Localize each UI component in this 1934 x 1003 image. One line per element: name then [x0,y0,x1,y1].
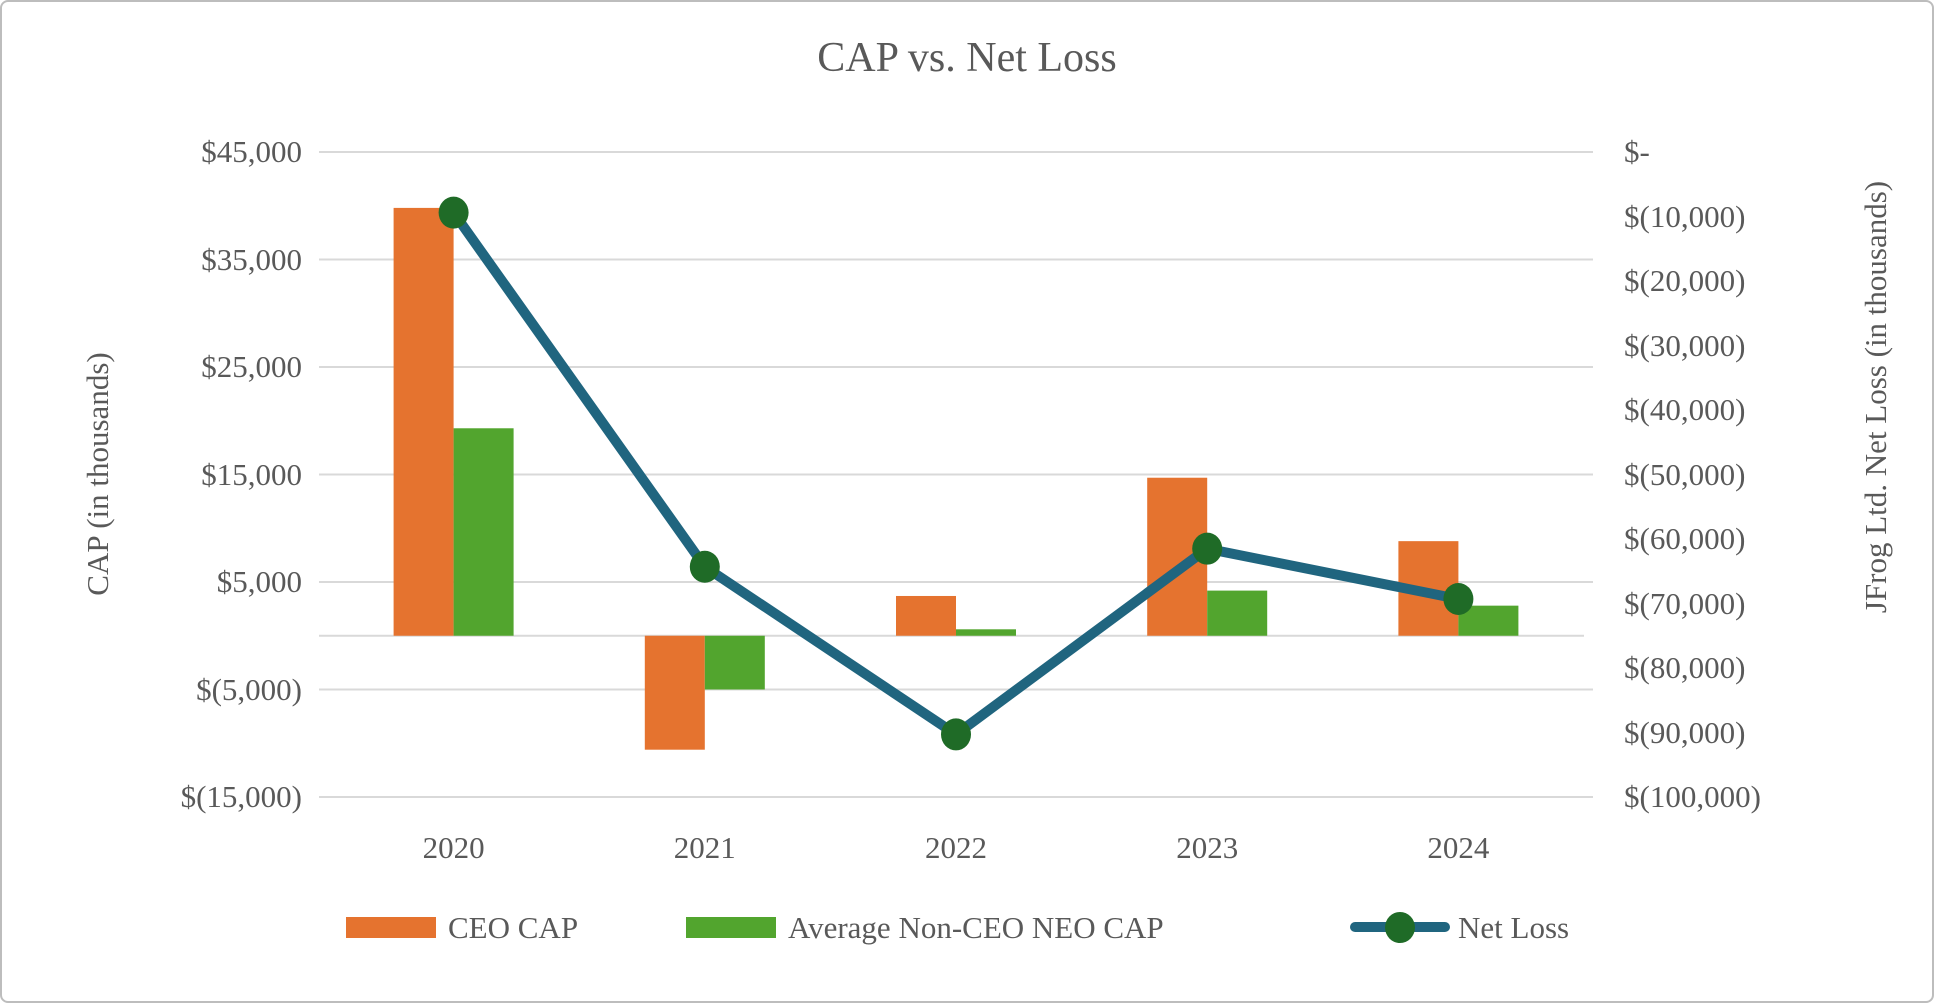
bar [453,428,514,636]
legend-swatch-nonceo-cap [686,917,776,938]
y-left-tick-label: $35,000 [201,241,302,277]
legend-marker-netloss-icon [1385,912,1415,943]
netloss-marker-dot [689,550,720,583]
y-right-tick-label: $- [1624,134,1650,169]
y-right-tick-label: $(20,000) [1624,263,1746,298]
bar [393,207,454,636]
x-tick-label: 2024 [1427,830,1490,865]
bar [1207,590,1268,636]
y-right-tick-label: $(50,000) [1624,456,1746,492]
y-right-tick-label: $(80,000) [1624,650,1746,685]
netloss-marker-dot [438,196,469,229]
y-right-tick-label: $(40,000) [1624,392,1746,427]
netloss-marker-dot [1443,582,1474,615]
bar [956,629,1016,636]
bar [644,635,705,750]
legend-label-nonceo-cap: Average Non-CEO NEO CAP [788,910,1164,945]
x-tick-label: 2023 [1176,830,1239,865]
y-left-tick-label: $45,000 [201,134,302,169]
x-tick-label: 2020 [422,830,485,865]
y-left-tick-label: $(15,000) [180,779,302,814]
netloss-marker-dot [1192,532,1223,565]
y-left-tick-label: $25,000 [201,349,302,384]
bar [896,595,956,636]
legend-label-netloss: Net Loss [1458,910,1570,945]
right-axis-title: JFrog Ltd. Net Loss (in thousands) [1858,180,1893,614]
legend-label-ceo-cap: CEO CAP [448,910,579,945]
y-right-tick-label: $(90,000) [1624,714,1746,750]
bar [704,635,765,690]
y-right-tick-label: $(100,000) [1624,779,1761,814]
y-right-tick-label: $(10,000) [1624,198,1746,234]
y-right-tick-label: $(60,000) [1624,521,1746,556]
netloss-markers [438,196,1474,751]
bar-series-nonceo-cap [453,428,1519,690]
y-left-tick-label: $(5,000) [196,671,302,707]
y-right-tick-label: $(30,000) [1624,327,1746,363]
y-right-tick-label: $(70,000) [1624,585,1746,621]
netloss-marker-dot [941,718,971,751]
legend-swatch-ceo-cap [346,917,436,938]
bar-series-ceo-cap [393,207,1459,750]
left-axis-title: CAP (in thousands) [80,352,115,596]
y-left-tick-label: $15,000 [201,456,302,492]
y-left-tick-label: $5,000 [216,564,302,599]
x-tick-label: 2022 [925,830,987,865]
x-tick-label: 2021 [673,830,736,865]
chart-title: CAP vs. Net Loss [817,35,1117,81]
